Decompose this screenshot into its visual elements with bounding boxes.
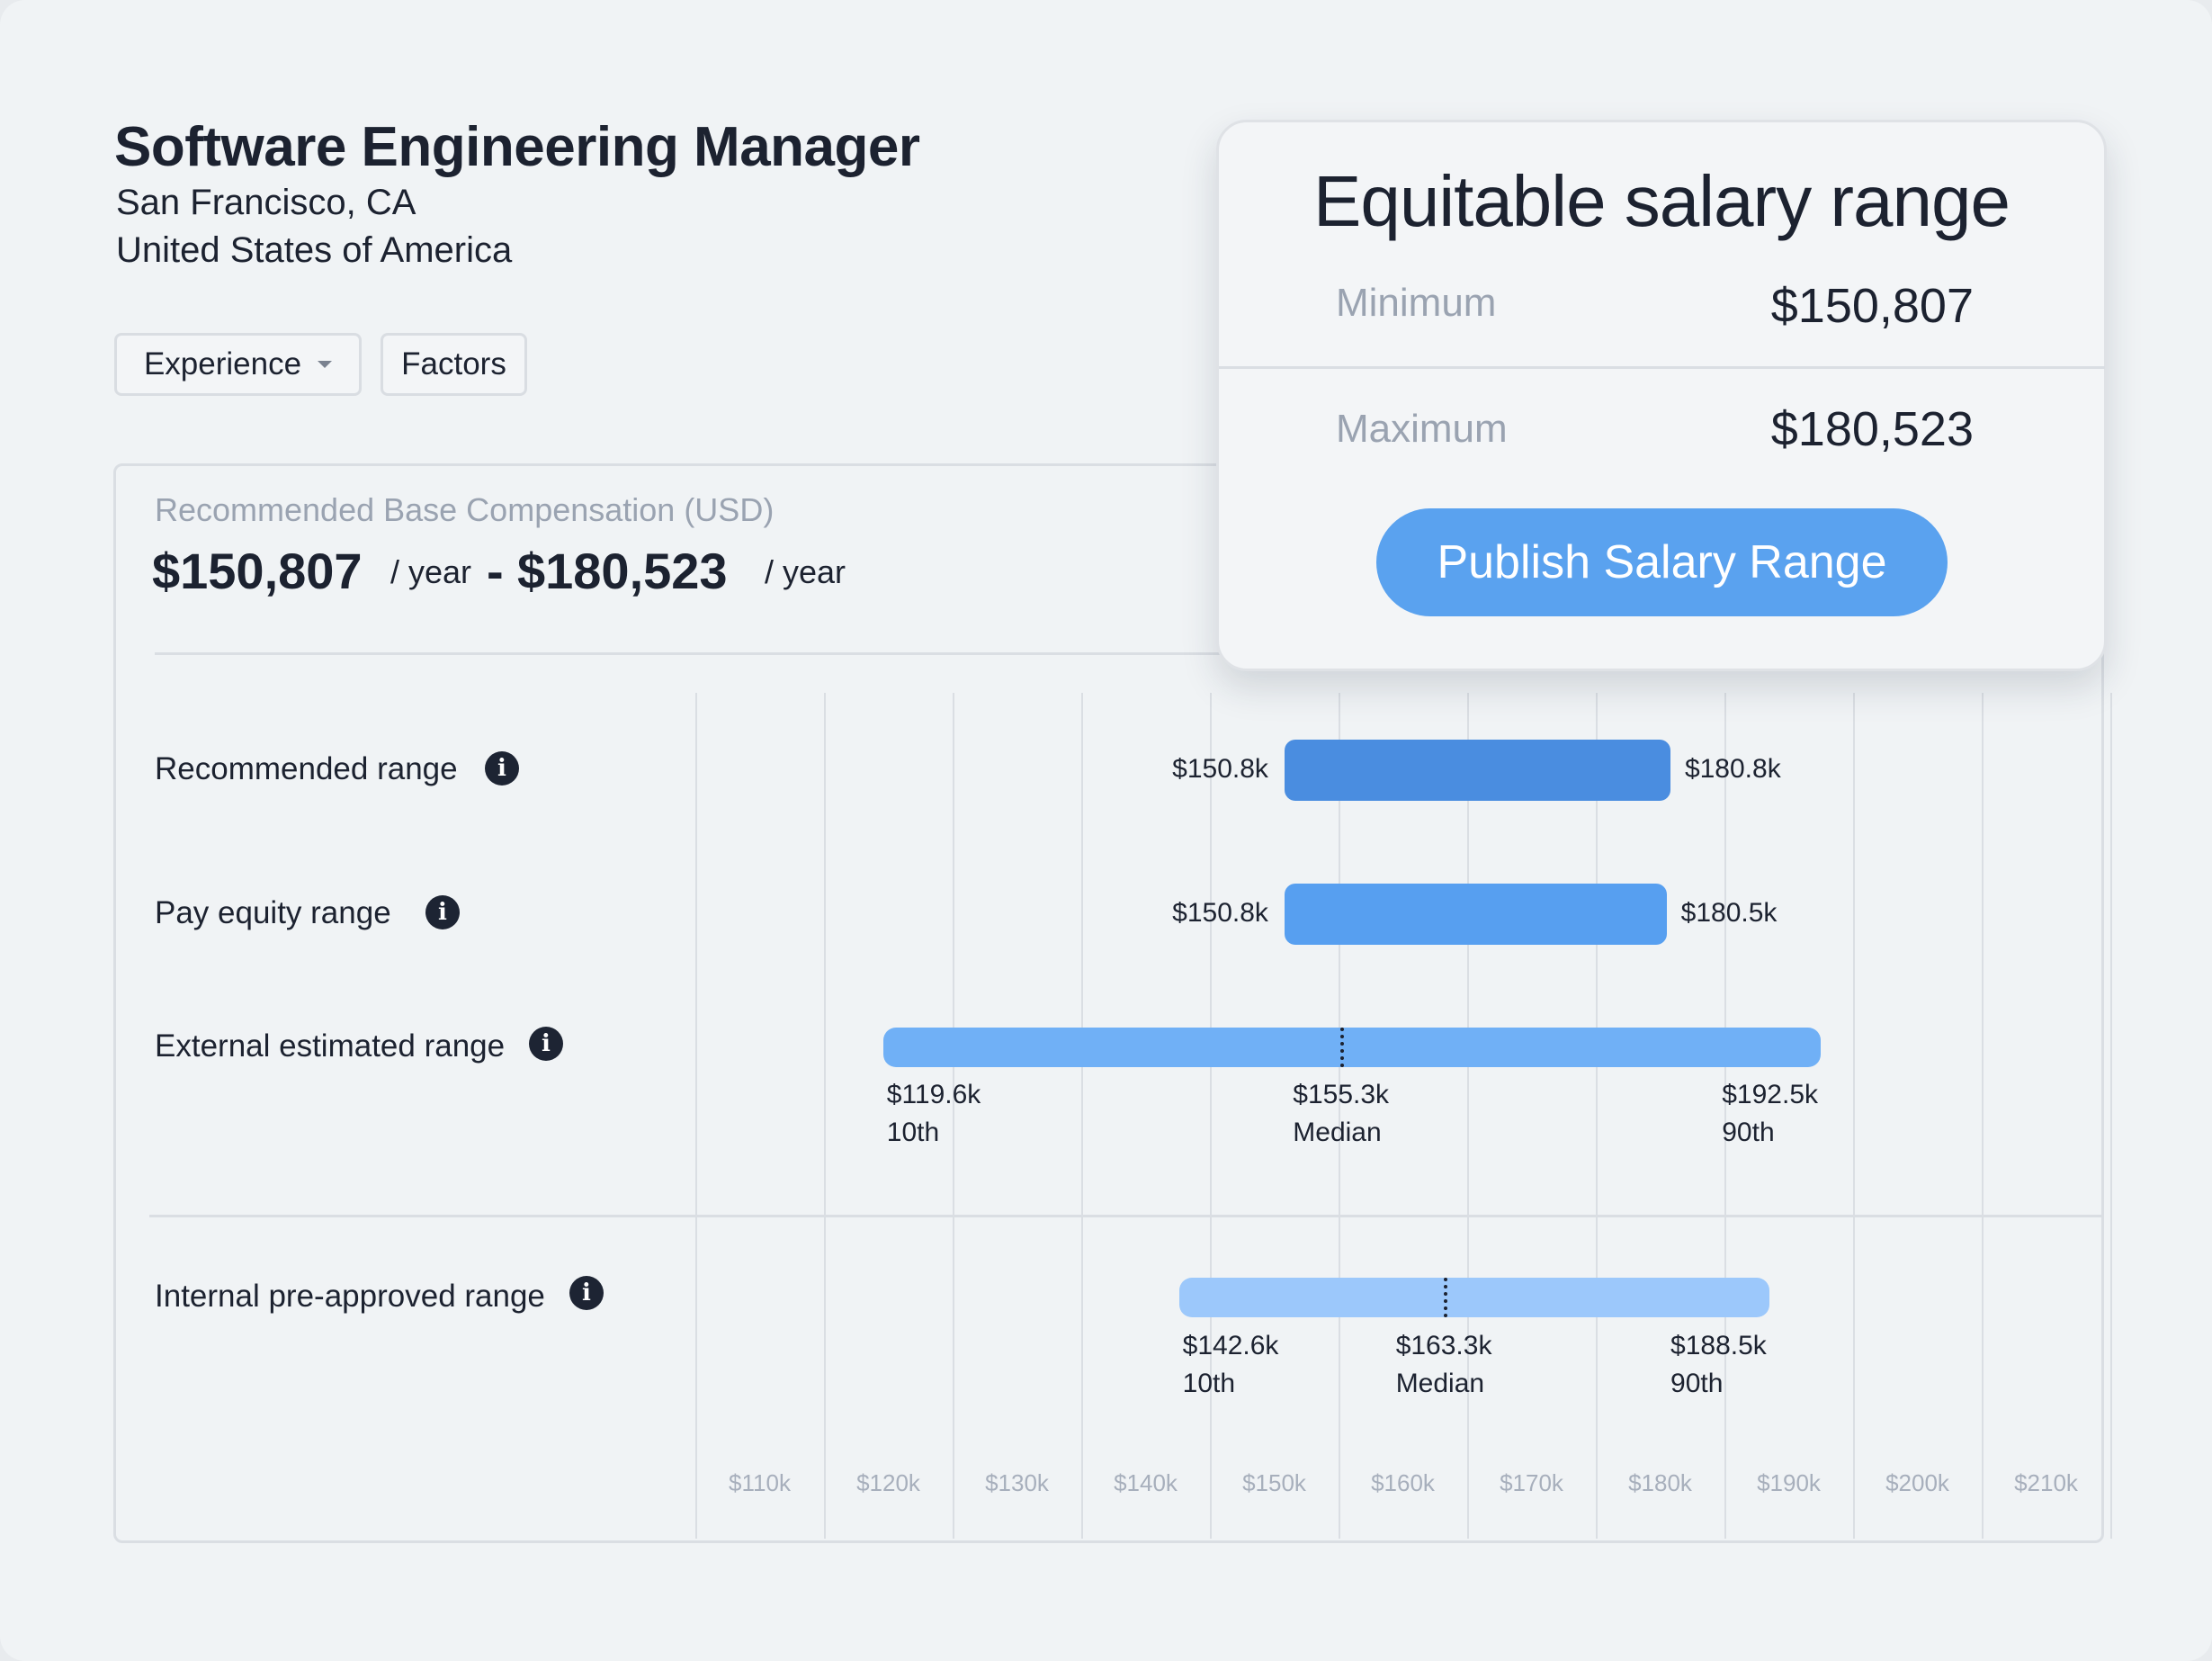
x-tick-label: $170k [1500, 1469, 1563, 1496]
row-label-recommended: Recommended range [155, 751, 458, 786]
gridline [1339, 693, 1340, 1539]
pay-equity-min-label: $150.8k [1172, 898, 1268, 928]
external-p90-value: $192.5k [1722, 1080, 1819, 1109]
row-label-internal: Internal pre-approved range [155, 1279, 545, 1314]
info-icon[interactable]: i [425, 895, 460, 929]
recommended-min-label: $150.8k [1172, 754, 1268, 784]
info-icon[interactable]: i [485, 751, 519, 786]
gridline [2110, 693, 2112, 1539]
x-tick-label: $210k [2014, 1469, 2078, 1496]
internal-range-bar [1178, 1278, 1770, 1317]
external-range-bar [882, 1028, 1822, 1067]
x-tick-label: $110k [729, 1469, 791, 1496]
experience-dropdown-label: Experience [143, 346, 302, 382]
gridline [1210, 693, 1212, 1539]
info-icon[interactable]: i [569, 1276, 604, 1310]
x-tick-label: $190k [1757, 1469, 1821, 1496]
external-p10-value: $119.6k [886, 1080, 981, 1109]
gridline [1982, 693, 1984, 1539]
publish-salary-range-button[interactable]: Publish Salary Range [1376, 508, 1948, 616]
experience-dropdown[interactable]: Experience [114, 333, 362, 396]
compensation-min-period: / year [390, 553, 472, 590]
popup-title: Equitable salary range [1312, 161, 2011, 241]
internal-median-caption: Median [1395, 1369, 1485, 1398]
job-title: Software Engineering Manager [114, 116, 920, 178]
x-tick-label: $130k [985, 1469, 1049, 1496]
internal-median-marker [1443, 1278, 1447, 1317]
external-p90-caption: 90th [1722, 1118, 1775, 1147]
popup-min-value: $150,807 [1770, 279, 1974, 333]
internal-p10-caption: 10th [1182, 1369, 1236, 1398]
internal-p90-caption: 90th [1670, 1369, 1724, 1398]
row-label-external: External estimated range [155, 1028, 506, 1064]
compensation-separator: - [487, 543, 504, 599]
x-tick-label: $120k [856, 1469, 920, 1496]
gridline [1081, 693, 1083, 1539]
external-median-marker [1340, 1028, 1345, 1067]
x-tick-label: $150k [1242, 1469, 1306, 1496]
x-tick-label: $160k [1371, 1469, 1435, 1496]
external-median-value: $155.3k [1293, 1080, 1390, 1109]
popup-max-label: Maximum [1336, 407, 1508, 451]
recommended-range-bar [1284, 740, 1670, 801]
internal-p90-value: $188.5k [1670, 1331, 1767, 1360]
external-median-caption: Median [1293, 1118, 1382, 1147]
compensation-max-period: / year [765, 553, 846, 590]
section-divider [149, 1215, 2101, 1217]
compensation-label: Recommended Base Compensation (USD) [155, 491, 775, 528]
info-icon[interactable]: i [529, 1027, 563, 1061]
factors-button-label: Factors [401, 346, 506, 382]
factors-button[interactable]: Factors [381, 333, 527, 396]
row-label-pay-equity: Pay equity range [155, 895, 391, 930]
gridline [1853, 693, 1855, 1539]
compensation-max: $180,523 [517, 543, 728, 599]
internal-p10-value: $142.6k [1182, 1331, 1279, 1360]
x-tick-label: $200k [1885, 1469, 1949, 1496]
external-p10-caption: 10th [886, 1118, 940, 1147]
gridline [1596, 693, 1598, 1539]
job-country: United States of America [116, 230, 513, 270]
header-divider [155, 652, 1234, 655]
gridline [695, 693, 697, 1539]
gridline [1467, 693, 1469, 1539]
x-tick-label: $140k [1114, 1469, 1178, 1496]
popup-divider [1219, 366, 2105, 369]
gridline [1724, 693, 1726, 1539]
compensation-min: $150,807 [152, 543, 363, 599]
popup-min-label: Minimum [1336, 281, 1497, 325]
pay-equity-range-bar [1284, 884, 1667, 945]
job-city: San Francisco, CA [116, 183, 416, 222]
gridline [824, 693, 826, 1539]
x-tick-label: $180k [1628, 1469, 1692, 1496]
internal-median-value: $163.3k [1395, 1331, 1492, 1360]
recommended-max-label: $180.8k [1684, 754, 1781, 784]
chevron-down-icon [318, 361, 333, 368]
pay-equity-max-label: $180.5k [1680, 898, 1778, 928]
popup-max-value: $180,523 [1770, 402, 1974, 456]
gridline [953, 693, 954, 1539]
